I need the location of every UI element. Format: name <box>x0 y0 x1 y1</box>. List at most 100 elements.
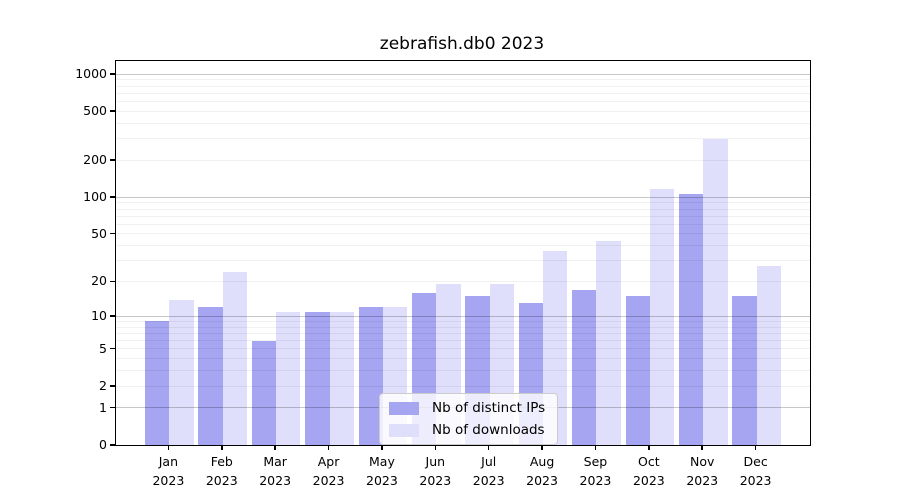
minor-gridline <box>116 281 810 283</box>
bar-downloads <box>329 311 354 445</box>
minor-gridline <box>116 159 810 161</box>
minor-gridline <box>116 85 810 87</box>
y-tick-mark <box>110 73 115 75</box>
legend-label-downloads: Nb of downloads <box>432 422 545 438</box>
minor-gridline <box>116 358 810 360</box>
minor-gridline <box>116 260 810 262</box>
x-tick-label: Dec 2023 <box>739 454 772 488</box>
major-gridline <box>116 73 810 75</box>
y-tick-mark <box>110 196 115 198</box>
minor-gridline <box>116 101 810 103</box>
minor-gridline <box>116 340 810 342</box>
minor-gridline <box>116 332 810 334</box>
x-tick-mark <box>648 445 650 450</box>
bar-distinct-ips <box>145 321 170 445</box>
x-tick-mark <box>487 445 490 450</box>
bar-downloads <box>756 266 781 445</box>
x-tick-mark <box>167 445 170 450</box>
y-tick-mark <box>110 280 115 283</box>
minor-gridline <box>116 223 810 225</box>
plot-area: Nb of distinct IPs Nb of downloads <box>115 60 811 446</box>
legend-swatch-distinct-ips <box>389 401 419 415</box>
chart-title: zebrafish.db0 2023 <box>379 34 545 54</box>
y-tick-mark <box>110 347 115 350</box>
y-tick-mark <box>110 444 115 446</box>
minor-gridline <box>116 79 810 81</box>
y-tick-mark <box>110 159 115 161</box>
minor-gridline <box>116 245 810 247</box>
x-tick-label: Jan 2023 <box>152 454 185 488</box>
legend-row-distinct-ips: Nb of distinct IPs <box>389 400 545 416</box>
legend-swatch-downloads <box>389 423 419 437</box>
y-tick-label: 100 <box>83 189 107 205</box>
y-tick-label: 500 <box>83 103 107 119</box>
y-tick-mark <box>110 110 115 112</box>
bar-downloads <box>703 138 728 445</box>
x-tick-label: Apr 2023 <box>312 454 345 488</box>
minor-gridline <box>116 233 810 235</box>
x-tick-mark <box>754 445 757 450</box>
bar-distinct-ips <box>358 307 383 445</box>
bar-distinct-ips <box>732 296 757 445</box>
major-gridline <box>116 196 810 198</box>
bar-distinct-ips <box>625 296 650 445</box>
bar-downloads <box>596 240 621 445</box>
x-tick-mark <box>594 445 597 450</box>
minor-gridline <box>116 385 810 387</box>
minor-gridline <box>116 110 810 112</box>
minor-gridline <box>116 215 810 217</box>
y-tick-label: 1000 <box>75 65 107 81</box>
minor-gridline <box>116 122 810 124</box>
bar-downloads <box>169 299 194 445</box>
bar-downloads <box>222 272 248 445</box>
x-tick-mark <box>221 445 223 450</box>
bar-distinct-ips <box>572 289 597 445</box>
y-tick-label: 1 <box>99 399 107 415</box>
bar-distinct-ips <box>305 311 330 445</box>
x-tick-mark <box>381 445 383 450</box>
minor-gridline <box>116 138 810 140</box>
y-tick-label: 10 <box>91 308 107 324</box>
x-tick-label: Aug 2023 <box>526 454 558 488</box>
x-tick-label: Mar 2023 <box>259 454 292 488</box>
minor-gridline <box>116 320 810 322</box>
legend: Nb of distinct IPs Nb of downloads <box>379 393 559 445</box>
y-tick-label: 5 <box>99 340 107 356</box>
x-tick-label: Nov 2023 <box>686 454 719 488</box>
y-tick-mark <box>110 232 115 235</box>
x-tick-label: Oct 2023 <box>632 454 665 488</box>
legend-label-distinct-ips: Nb of distinct IPs <box>432 400 546 416</box>
minor-gridline <box>116 208 810 210</box>
minor-gridline <box>116 348 810 350</box>
x-tick-label: Sep 2023 <box>579 454 612 488</box>
x-tick-mark <box>541 445 543 450</box>
bar-downloads <box>649 189 675 445</box>
y-tick-label: 50 <box>91 225 107 241</box>
bar-distinct-ips <box>251 340 277 445</box>
x-tick-label: May 2023 <box>366 454 398 488</box>
x-tick-label: Feb 2023 <box>205 454 238 488</box>
x-tick-mark <box>701 445 703 450</box>
minor-gridline <box>116 92 810 94</box>
y-tick-label: 0 <box>99 436 107 452</box>
y-tick-label: 20 <box>91 273 107 289</box>
bar-distinct-ips <box>678 194 704 445</box>
x-tick-label: Jun 2023 <box>419 454 452 488</box>
x-tick-mark <box>434 445 437 450</box>
minor-gridline <box>116 202 810 204</box>
bar-distinct-ips <box>198 307 223 445</box>
x-tick-label: Jul 2023 <box>472 454 505 488</box>
y-tick-mark <box>110 315 115 317</box>
major-gridline <box>116 315 810 317</box>
x-tick-mark <box>327 445 330 450</box>
y-tick-label: 2 <box>99 377 107 393</box>
minor-gridline <box>116 326 810 328</box>
minor-gridline <box>116 370 810 372</box>
y-tick-mark <box>110 406 115 409</box>
bar-downloads <box>276 311 301 445</box>
y-tick-label: 200 <box>83 152 107 168</box>
x-tick-mark <box>274 445 276 450</box>
y-tick-mark <box>110 385 115 387</box>
legend-row-downloads: Nb of downloads <box>389 422 545 438</box>
